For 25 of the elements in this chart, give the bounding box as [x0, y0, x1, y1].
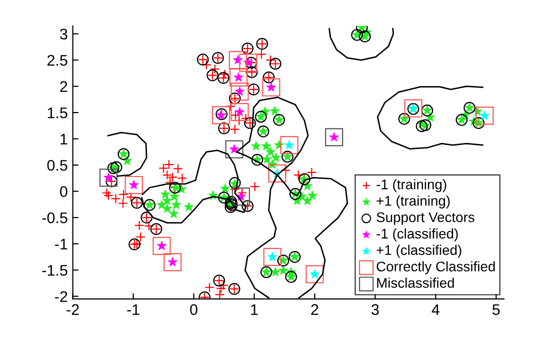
- legend-label: +1 (classified): [376, 244, 462, 258]
- legend-label: Support Vectors: [376, 212, 474, 225]
- x-tick-label: 2: [311, 304, 318, 315]
- y-tick-label: -0.5: [42, 212, 68, 224]
- legend-label: -1 (classified): [376, 228, 458, 242]
- y-tick-label: 0: [60, 186, 68, 197]
- legend-label: +1 (training): [376, 196, 450, 208]
- legend-label: Misclassified: [377, 278, 454, 288]
- y-tick-label: 0.5: [47, 160, 68, 171]
- y-tick-label: 1.5: [48, 108, 68, 118]
- y-tick-label: -1.5: [42, 265, 68, 276]
- legend-label: -1 (training): [376, 179, 446, 192]
- x-tick-label: 5: [492, 304, 500, 315]
- x-tick-label: 0: [190, 304, 198, 315]
- y-tick-label: -2: [55, 291, 68, 302]
- y-tick-label: 2: [60, 81, 68, 92]
- legend-label: Correctly Classified: [376, 261, 495, 274]
- y-tick-label: 1: [60, 134, 68, 144]
- x-tick-label: 4: [432, 304, 440, 315]
- x-tick-label: 1: [251, 304, 258, 315]
- y-tick-label: 2.5: [47, 54, 68, 66]
- y-tick-label: -1: [55, 238, 68, 250]
- x-tick-label: 3: [372, 304, 379, 315]
- y-tick-label: 3: [60, 28, 68, 40]
- x-tick-label: -1: [127, 304, 140, 315]
